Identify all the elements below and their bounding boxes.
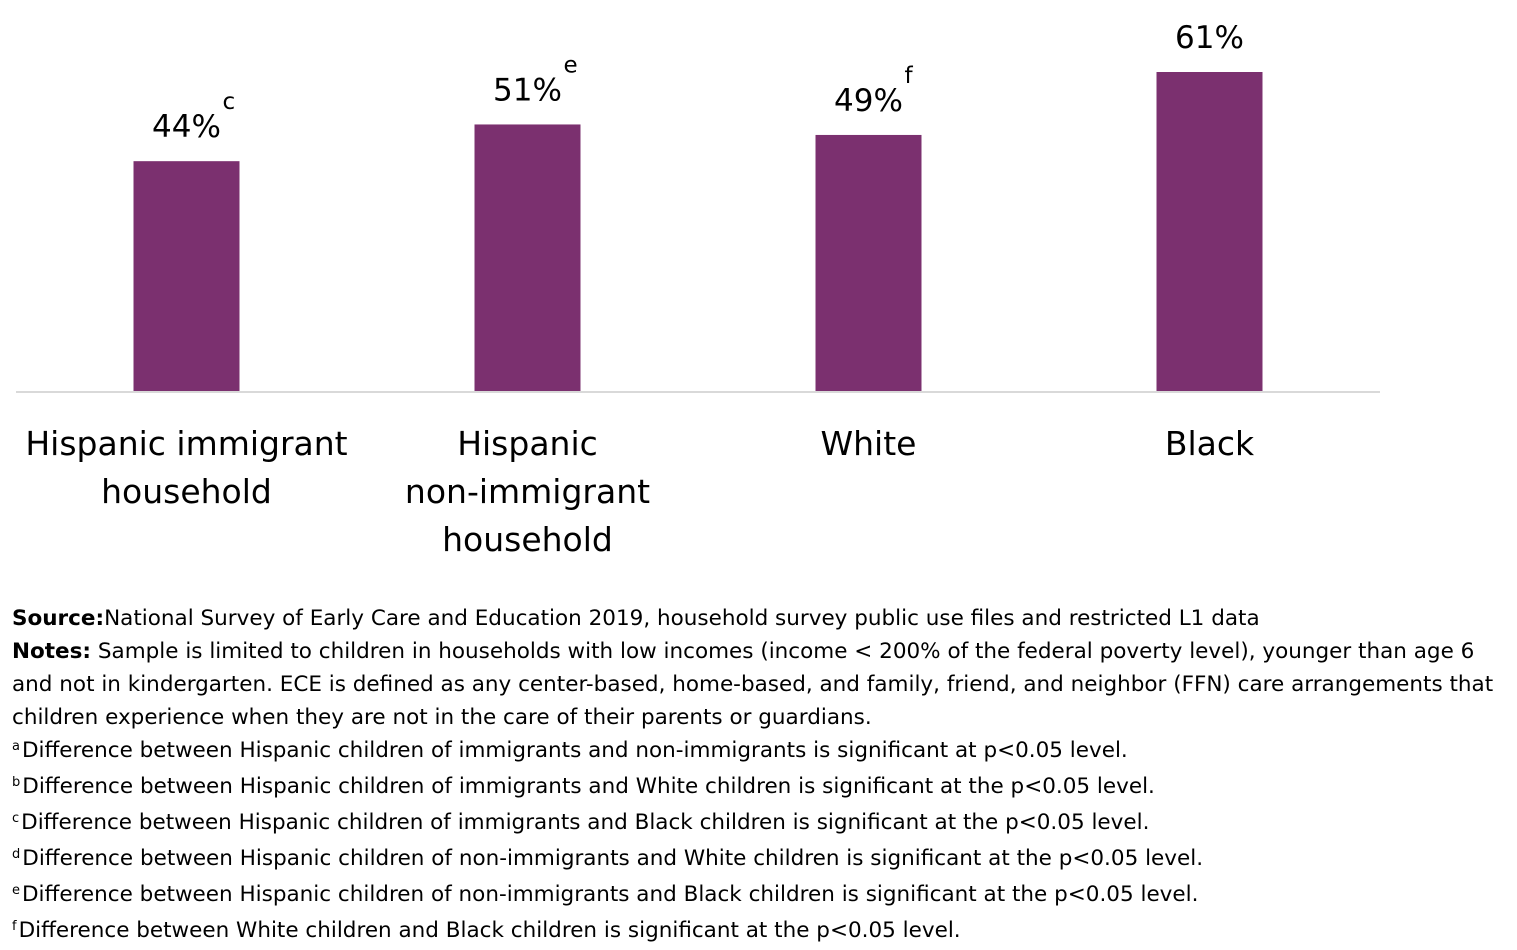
value-superscript-0: c [223,89,236,115]
footnote-c: cDifference between Hispanic children of… [12,806,1512,842]
footnotes-list: aDifference between Hispanic children of… [12,734,1512,950]
footnote-text: Difference between Hispanic children of … [22,774,1155,799]
notes-paragraph: Notes: Sample is limited to children in … [12,635,1512,734]
category-label-3: Black [1165,424,1255,463]
category-label-0: Hispanic immigrant household [25,424,347,511]
value-label-3: 61% [1175,20,1244,56]
footnote-text: Difference between Hispanic children of … [22,882,1199,907]
labels-group: 44%c Hispanic immigrant household 51%e Hispa… [25,20,1255,559]
footnote-f: fDifference between White children and B… [12,914,1512,950]
footnote-mark: f [12,919,17,934]
notes-label: Notes: [12,639,92,664]
footnote-d: dDifference between Hispanic children of… [12,842,1512,878]
footnote-text: Difference between Hispanic children of … [21,738,1128,763]
footnote-mark: e [12,883,20,898]
footnote-a: aDifference between Hispanic children of… [12,734,1512,770]
source-text: National Survey of Early Care and Educat… [104,606,1260,631]
chart-notes: Source:National Survey of Early Care and… [12,602,1512,950]
category-label-1: Hispanic non-immigrant household [405,424,650,559]
source-label: Source: [12,606,105,631]
bar-chart: 44%c Hispanic immigrant household 51%e Hispa… [16,20,1380,559]
value-label-2: 49% [834,83,903,119]
footnote-b: bDifference between Hispanic children of… [12,770,1512,806]
bar-3 [1156,72,1263,392]
value-label-0: 44% [152,109,221,145]
footnote-mark: d [12,847,21,862]
notes-text: Sample is limited to children in househo… [12,639,1494,730]
footnote-text: Difference between White children and Bl… [18,918,961,943]
footnote-text: Difference between Hispanic children of … [21,810,1150,835]
value-superscript-2: f [905,63,914,89]
bar-2 [815,134,922,393]
footnote-mark: c [12,811,20,826]
footnote-mark: b [12,775,21,790]
value-superscript-1: e [564,52,578,78]
value-label-1: 51% [493,72,562,108]
bars-group [133,72,1263,393]
footnote-e: eDifference between Hispanic children of… [12,878,1512,914]
footnote-mark: a [12,739,20,754]
category-label-2: White [821,424,917,463]
bar-1 [474,124,581,392]
footnote-text: Difference between Hispanic children of … [22,846,1204,871]
source-line: Source:National Survey of Early Care and… [12,602,1512,635]
bar-0 [133,161,240,392]
